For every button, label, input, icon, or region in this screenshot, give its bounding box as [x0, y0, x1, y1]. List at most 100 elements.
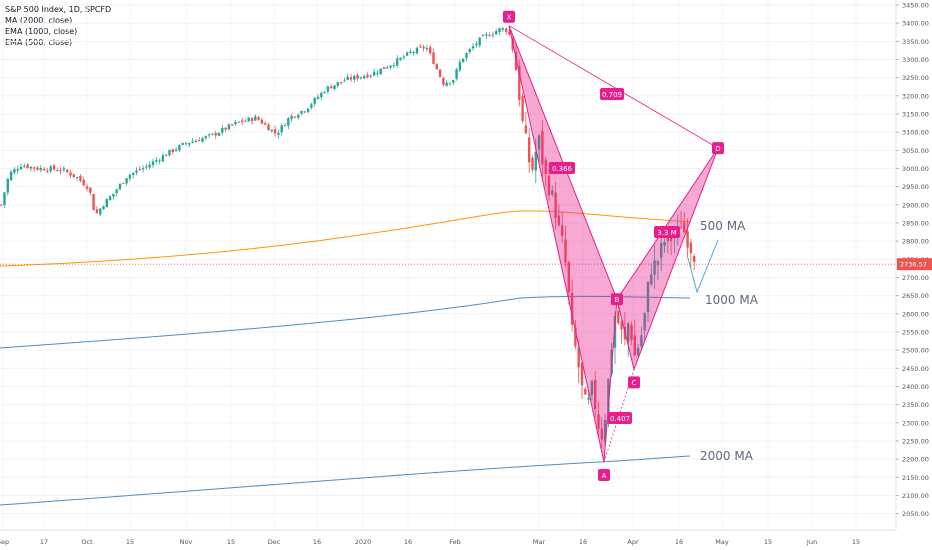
pattern-point-d-badge[interactable]: [712, 142, 724, 155]
candle-body: [646, 281, 650, 313]
price-tick-label[interactable]: 2700.00: [902, 274, 929, 282]
price-tick-label[interactable]: 2300.00: [902, 419, 929, 427]
time-tick-label[interactable]: 15: [227, 538, 235, 546]
price-tick-label[interactable]: 2550.00: [902, 328, 929, 336]
pattern-point-a-badge[interactable]: [598, 469, 610, 482]
candle-body: [9, 171, 13, 181]
legend-ema500[interactable]: EMA (500, close): [5, 38, 73, 47]
ma-annotation-label[interactable]: 1000 MA: [705, 293, 759, 307]
legend-title[interactable]: S&P 500 Index, 1D, SPCFD: [5, 5, 112, 14]
time-tick-label[interactable]: May: [715, 538, 729, 546]
price-tick-label[interactable]: 3450.00: [902, 2, 929, 10]
time-tick-label[interactable]: Apr: [627, 538, 639, 546]
candle-body: [462, 58, 465, 63]
price-tick-label[interactable]: 2250.00: [902, 437, 929, 445]
candle-body: [653, 260, 656, 275]
legend-ma2000[interactable]: MA (2000, close): [5, 16, 73, 25]
time-tick-label[interactable]: 15: [126, 538, 134, 546]
price-tick-label[interactable]: 2200.00: [902, 456, 929, 464]
candle-body: [247, 117, 250, 122]
candle-body: [353, 75, 356, 80]
ema500-line: [0, 210, 691, 267]
pattern-point-b[interactable]: B: [615, 296, 620, 304]
price-tick-label[interactable]: 2500.00: [902, 347, 929, 355]
price-axis[interactable]: 3450.00 3400.00 3350.00 3300.00 3250.00 3200.…: [895, 0, 932, 550]
price-tick-label[interactable]: 3200.00: [902, 92, 929, 100]
time-tick-label[interactable]: 16: [579, 538, 587, 546]
price-tick-label[interactable]: 3400.00: [902, 20, 929, 28]
ratio-badge[interactable]: [549, 162, 575, 174]
time-tick-label[interactable]: Mar: [533, 538, 546, 546]
pattern-point-d[interactable]: D: [715, 145, 720, 153]
legend-ema1000[interactable]: EMA (1000, close): [5, 27, 78, 36]
ratio-label[interactable]: 3.3 M: [657, 229, 676, 237]
candle-body: [99, 208, 102, 215]
price-tick-label[interactable]: 3050.00: [902, 147, 929, 155]
candle-body: [650, 274, 653, 285]
price-tick-label[interactable]: 2900.00: [902, 201, 929, 209]
ratio-label[interactable]: 0.407: [610, 415, 630, 423]
price-tick-label[interactable]: 2800.00: [902, 238, 929, 246]
time-tick-label[interactable]: 16: [313, 538, 321, 546]
time-tick-label[interactable]: 15: [852, 538, 860, 546]
time-tick-label[interactable]: Dec: [268, 538, 281, 546]
pattern-point-x[interactable]: X: [507, 14, 512, 22]
candle-body: [574, 327, 577, 347]
candle-body: [438, 69, 442, 77]
time-tick-label[interactable]: 15: [764, 538, 772, 546]
candle-body: [693, 256, 696, 262]
harmonic-pattern[interactable]: X A B C D 0.709 0.366 0.407 3.3 M 500 MA 1000 MA 20…: [503, 10, 759, 482]
candle-body: [52, 165, 56, 170]
candle-body: [518, 65, 521, 100]
ratio-badge[interactable]: [608, 412, 632, 424]
time-tick-label[interactable]: Feb: [449, 538, 461, 546]
time-tick-label[interactable]: 2020: [355, 538, 372, 546]
price-tick-label[interactable]: 2600.00: [902, 310, 929, 318]
candle-body: [468, 49, 471, 52]
price-tick-label[interactable]: 2100.00: [902, 492, 929, 500]
price-tick-label[interactable]: 2950.00: [902, 183, 929, 191]
time-tick-label[interactable]: Sep: [0, 538, 9, 546]
pattern-point-c[interactable]: C: [632, 379, 637, 387]
ratio-badge[interactable]: [654, 226, 680, 238]
time-tick-label[interactable]: 16: [404, 538, 412, 546]
price-tick-label[interactable]: 3000.00: [902, 165, 929, 173]
time-tick-label[interactable]: 16: [675, 538, 683, 546]
ratio-label[interactable]: 0.709: [602, 91, 622, 99]
price-tick-label[interactable]: 3350.00: [902, 38, 929, 46]
candle-body: [323, 92, 326, 94]
price-tick-label[interactable]: 3250.00: [902, 74, 929, 82]
candle-body: [689, 242, 693, 254]
ma-annotation-label[interactable]: 500 MA: [700, 219, 746, 233]
candle-body: [643, 313, 646, 331]
last-price-label[interactable]: 2736.57: [900, 261, 927, 269]
price-tick-label[interactable]: 3100.00: [902, 129, 929, 137]
time-tick-label[interactable]: Nov: [180, 538, 193, 546]
price-tick-label[interactable]: 2150.00: [902, 474, 929, 482]
time-tick-label[interactable]: Oct: [81, 538, 93, 546]
price-tick-label[interactable]: 2050.00: [902, 510, 929, 518]
time-tick-label[interactable]: 17: [40, 538, 48, 546]
pattern-point-x-badge[interactable]: [503, 10, 515, 23]
price-tick-label[interactable]: 2400.00: [902, 383, 929, 391]
ratio-badge[interactable]: [600, 88, 624, 100]
ma-annotation-label[interactable]: 2000 MA: [700, 449, 754, 463]
ratio-label[interactable]: 0.366: [552, 165, 573, 173]
price-tick-label[interactable]: 2850.00: [902, 219, 929, 227]
price-tick-label[interactable]: 2350.00: [902, 401, 929, 409]
pattern-point-b-badge[interactable]: [611, 293, 623, 306]
pattern-point-a[interactable]: A: [602, 472, 607, 480]
price-tick-label[interactable]: 2450.00: [902, 365, 929, 373]
candle-body: [584, 388, 587, 395]
candle-body: [478, 37, 481, 46]
price-tick-label[interactable]: 3150.00: [902, 110, 929, 118]
candle-body: [498, 28, 501, 33]
time-axis[interactable]: Sep 17 Oct 15 Nov 15 Dec 16 2020 16 Feb Mar 16 Apr 16 M…: [0, 529, 896, 546]
candle-body: [544, 159, 547, 175]
price-tick-label[interactable]: 3300.00: [902, 56, 929, 64]
time-tick-label[interactable]: Jun: [806, 538, 817, 546]
pattern-point-c-badge[interactable]: [628, 376, 640, 389]
candle-body: [42, 168, 46, 171]
price-tick-label[interactable]: 2650.00: [902, 292, 929, 300]
